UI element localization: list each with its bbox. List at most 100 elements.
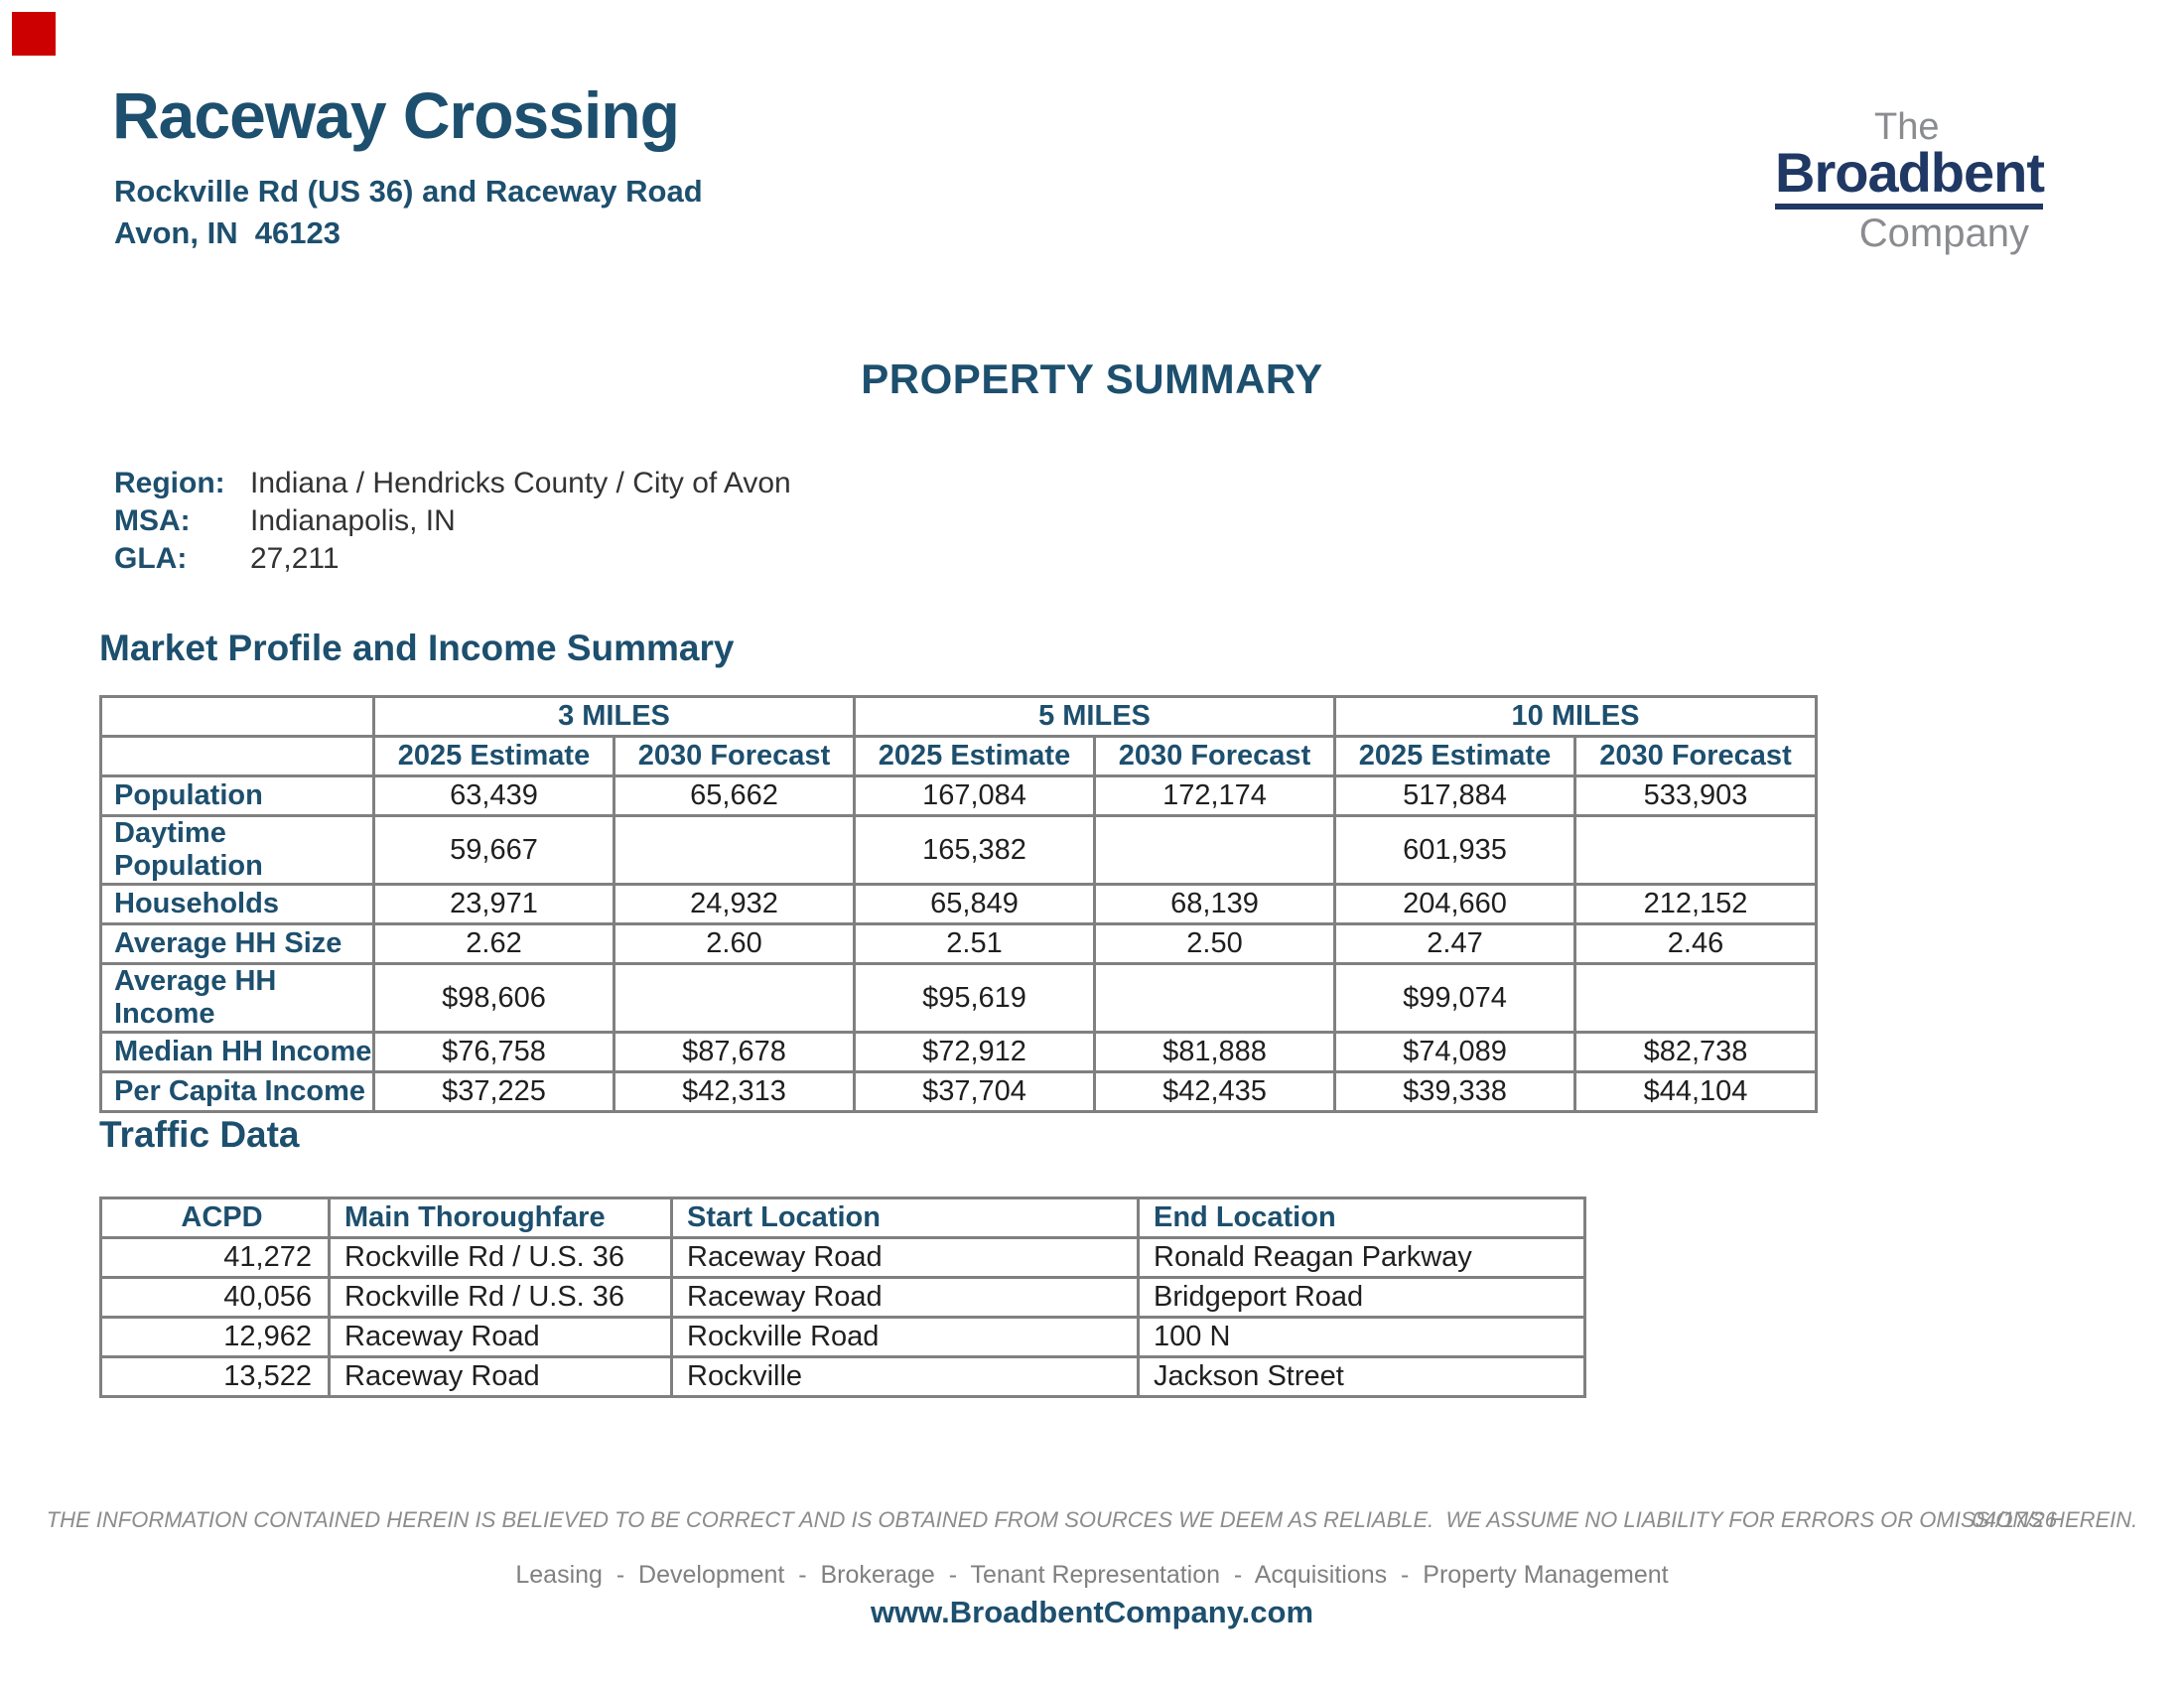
thoroughfare-cell: Raceway Road <box>328 1316 673 1358</box>
data-cell: 65,662 <box>613 774 856 817</box>
data-cell: 68,139 <box>1093 883 1336 925</box>
main-thoroughfare-header: Main Thoroughfare <box>328 1196 673 1239</box>
data-cell: $44,104 <box>1573 1070 1818 1113</box>
data-cell: $95,619 <box>853 962 1096 1034</box>
estimate-forecast-header-row: 2025 Estimate 2030 Forecast 2025 Estimat… <box>99 735 1818 777</box>
services-line: Leasing - Development - Brokerage - Tena… <box>515 1561 1669 1589</box>
data-cell: $37,704 <box>853 1070 1096 1113</box>
end-location-cell: Jackson Street <box>1137 1355 1586 1398</box>
data-cell: 65,849 <box>853 883 1096 925</box>
row-label: Daytime Population <box>99 814 375 886</box>
data-cell <box>613 814 856 886</box>
data-cell: $74,089 <box>1333 1031 1576 1073</box>
end-location-cell: 100 N <box>1137 1316 1586 1358</box>
page-title: Raceway Crossing <box>112 78 680 152</box>
start-location-cell: Raceway Road <box>670 1276 1140 1319</box>
data-cell: $42,313 <box>613 1070 856 1113</box>
end-location-cell: Bridgeport Road <box>1137 1276 1586 1319</box>
end-location-header: End Location <box>1137 1196 1586 1239</box>
table-row-per-capita-income: Per Capita Income $37,225 $42,313 $37,70… <box>99 1070 1818 1113</box>
data-cell: $87,678 <box>613 1031 856 1073</box>
estimate-header: 2025 Estimate <box>1333 735 1576 777</box>
blank-corner-cell <box>99 735 375 777</box>
data-cell: 212,152 <box>1573 883 1818 925</box>
start-location-header: Start Location <box>670 1196 1140 1239</box>
data-cell: 2.46 <box>1573 922 1818 965</box>
address-line-2: Avon, IN 46123 <box>114 215 341 250</box>
table-row-population: Population 63,439 65,662 167,084 172,174… <box>99 774 1818 817</box>
table-row-households: Households 23,971 24,932 65,849 68,139 2… <box>99 883 1818 925</box>
estimate-header: 2025 Estimate <box>372 735 615 777</box>
acpd-cell: 41,272 <box>99 1236 331 1279</box>
data-cell: 2.50 <box>1093 922 1336 965</box>
data-cell: $76,758 <box>372 1031 615 1073</box>
forecast-header: 2030 Forecast <box>1573 735 1818 777</box>
data-cell <box>1093 814 1336 886</box>
data-cell: $42,435 <box>1093 1070 1336 1113</box>
market-summary-heading: Market Profile and Income Summary <box>99 628 735 668</box>
row-label: Population <box>99 774 375 817</box>
data-cell: 172,174 <box>1093 774 1336 817</box>
msa-row: MSA: Indianapolis, IN <box>114 502 791 540</box>
address-line-1: Rockville Rd (US 36) and Raceway Road <box>114 174 703 209</box>
data-cell: $81,888 <box>1093 1031 1336 1073</box>
miles-header-row: 3 MILES 5 MILES 10 MILES <box>99 695 1818 738</box>
logo-underline-rule <box>1775 204 2043 210</box>
miles-header-10: 10 MILES <box>1333 695 1818 738</box>
section-title: PROPERTY SUMMARY <box>861 355 1323 402</box>
row-label: Households <box>99 883 375 925</box>
start-location-cell: Raceway Road <box>670 1236 1140 1279</box>
table-row-average-hh-size: Average HH Size 2.62 2.60 2.51 2.50 2.47… <box>99 922 1818 965</box>
data-cell: 167,084 <box>853 774 1096 817</box>
data-cell: 165,382 <box>853 814 1096 886</box>
table-row-daytime-population: Daytime Population 59,667 165,382 601,93… <box>99 814 1818 886</box>
traffic-row: 41,272 Rockville Rd / U.S. 36 Raceway Ro… <box>99 1236 1586 1279</box>
table-row-average-hh-income: Average HH Income $98,606 $95,619 $99,07… <box>99 962 1818 1034</box>
thoroughfare-cell: Raceway Road <box>328 1355 673 1398</box>
acpd-cell: 40,056 <box>99 1276 331 1319</box>
blank-corner-cell <box>99 695 375 738</box>
traffic-row: 40,056 Rockville Rd / U.S. 36 Raceway Ro… <box>99 1276 1586 1319</box>
traffic-header-row: ACPD Main Thoroughfare Start Location En… <box>99 1196 1586 1239</box>
thoroughfare-cell: Rockville Rd / U.S. 36 <box>328 1276 673 1319</box>
disclaimer-text: THE INFORMATION CONTAINED HEREIN IS BELI… <box>46 1507 2138 1532</box>
data-cell: $39,338 <box>1333 1070 1576 1113</box>
data-cell: 23,971 <box>372 883 615 925</box>
data-cell: $98,606 <box>372 962 615 1034</box>
data-cell: 517,884 <box>1333 774 1576 817</box>
broadbent-company-logo: The Broadbent Company <box>1775 106 2045 257</box>
row-label: Median HH Income <box>99 1031 375 1073</box>
region-row: Region: Indiana / Hendricks County / Cit… <box>114 465 791 502</box>
thoroughfare-cell: Rockville Rd / U.S. 36 <box>328 1236 673 1279</box>
data-cell: $99,074 <box>1333 962 1576 1034</box>
market-summary-table: 3 MILES 5 MILES 10 MILES 2025 Estimate 2… <box>99 695 1818 1113</box>
start-location-cell: Rockville <box>670 1355 1140 1398</box>
estimate-header: 2025 Estimate <box>853 735 1096 777</box>
data-cell: 204,660 <box>1333 883 1576 925</box>
logo-word-the: The <box>1874 106 1940 148</box>
data-cell: 2.51 <box>853 922 1096 965</box>
red-corner-marker <box>12 12 56 56</box>
traffic-row: 12,962 Raceway Road Rockville Road 100 N <box>99 1316 1586 1358</box>
start-location-cell: Rockville Road <box>670 1316 1140 1358</box>
gla-label: GLA: <box>114 542 188 575</box>
website-link[interactable]: www.BroadbentCompany.com <box>870 1595 1314 1629</box>
data-cell: 601,935 <box>1333 814 1576 886</box>
acpd-cell: 13,522 <box>99 1355 331 1398</box>
region-label: Region: <box>114 467 225 499</box>
forecast-header: 2030 Forecast <box>1093 735 1336 777</box>
end-location-cell: Ronald Reagan Parkway <box>1137 1236 1586 1279</box>
msa-value: Indianapolis, IN <box>250 504 456 537</box>
forecast-header: 2030 Forecast <box>613 735 856 777</box>
data-cell: $37,225 <box>372 1070 615 1113</box>
data-cell <box>613 962 856 1034</box>
data-cell <box>1573 814 1818 886</box>
data-cell: 2.47 <box>1333 922 1576 965</box>
data-cell: 63,439 <box>372 774 615 817</box>
traffic-data-table: ACPD Main Thoroughfare Start Location En… <box>99 1196 1586 1398</box>
data-cell: 2.62 <box>372 922 615 965</box>
row-label: Average HH Size <box>99 922 375 965</box>
row-label: Average HH Income <box>99 962 375 1034</box>
report-date: 04/17/26 <box>1972 1507 2057 1532</box>
